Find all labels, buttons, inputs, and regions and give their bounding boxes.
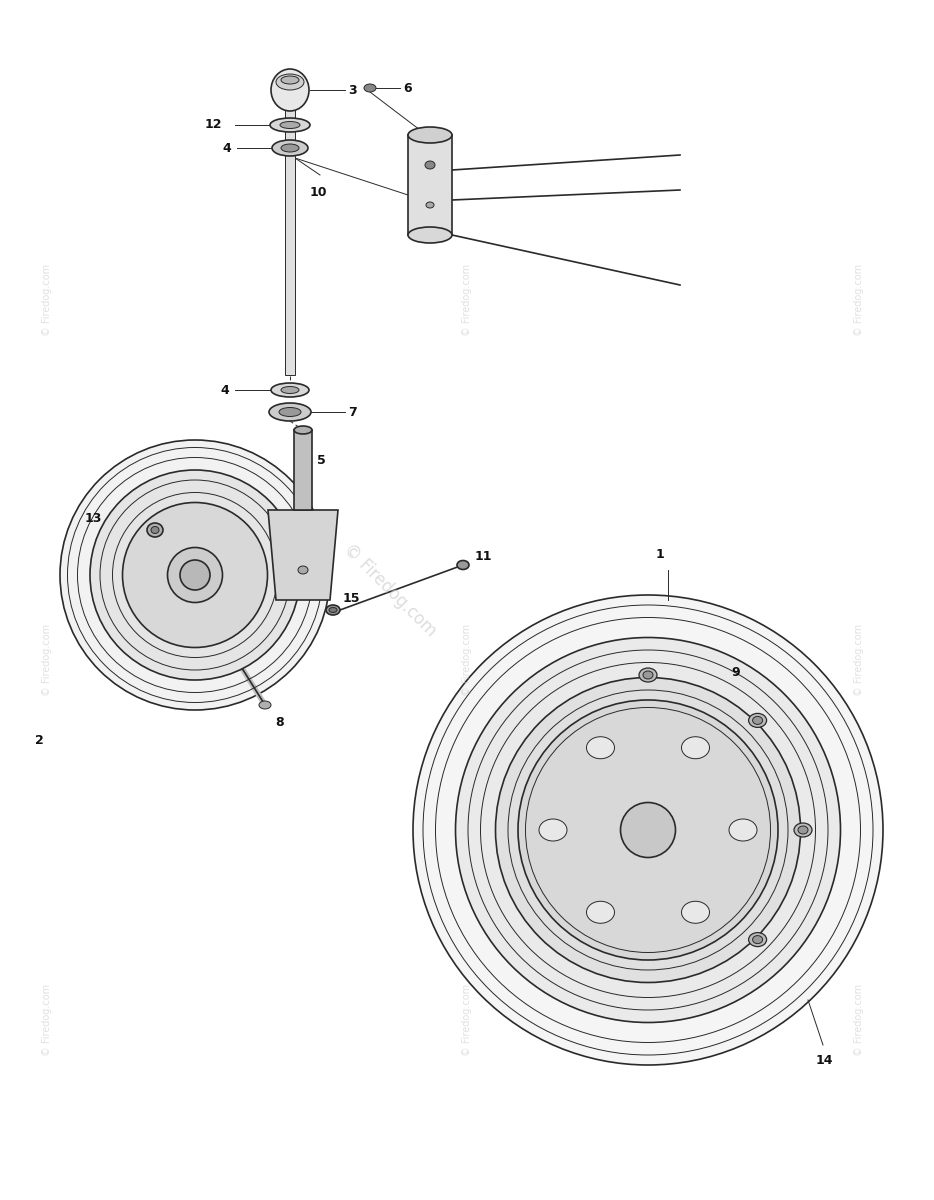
Text: 15: 15: [343, 592, 361, 605]
Text: © Firedog.com: © Firedog.com: [462, 984, 472, 1056]
Text: 10: 10: [310, 186, 328, 198]
Text: 9: 9: [731, 666, 740, 678]
Ellipse shape: [729, 818, 757, 841]
Text: © Firedog.com: © Firedog.com: [855, 624, 864, 696]
Ellipse shape: [298, 566, 308, 574]
Ellipse shape: [259, 701, 271, 709]
Ellipse shape: [151, 527, 159, 534]
Ellipse shape: [364, 84, 376, 92]
Ellipse shape: [456, 637, 841, 1022]
Ellipse shape: [408, 127, 452, 143]
Ellipse shape: [587, 901, 615, 923]
Text: © Firedog.com: © Firedog.com: [462, 624, 472, 696]
Ellipse shape: [147, 523, 163, 538]
Ellipse shape: [496, 678, 800, 983]
Text: 4: 4: [220, 384, 229, 396]
Ellipse shape: [122, 503, 267, 648]
Ellipse shape: [90, 470, 300, 680]
Ellipse shape: [518, 700, 778, 960]
Text: 8: 8: [275, 716, 284, 730]
Ellipse shape: [426, 202, 434, 208]
Text: 1: 1: [656, 548, 665, 562]
Ellipse shape: [798, 826, 808, 834]
Text: 14: 14: [816, 1054, 833, 1067]
Bar: [285, 95, 295, 374]
Ellipse shape: [539, 818, 567, 841]
Ellipse shape: [413, 595, 883, 1066]
Bar: [294, 430, 312, 510]
Ellipse shape: [587, 737, 615, 758]
Ellipse shape: [749, 713, 767, 727]
Ellipse shape: [753, 716, 762, 725]
Ellipse shape: [639, 668, 657, 682]
Ellipse shape: [749, 932, 767, 947]
Ellipse shape: [60, 440, 330, 710]
Ellipse shape: [408, 227, 452, 242]
Ellipse shape: [682, 737, 710, 758]
Text: 11: 11: [475, 551, 492, 564]
Ellipse shape: [620, 803, 675, 858]
Text: 12: 12: [205, 119, 222, 132]
Text: 2: 2: [35, 733, 44, 746]
Ellipse shape: [280, 121, 300, 128]
Ellipse shape: [794, 823, 812, 838]
Ellipse shape: [425, 161, 435, 169]
Ellipse shape: [329, 607, 337, 612]
Ellipse shape: [643, 671, 653, 679]
Text: 13: 13: [85, 511, 103, 524]
Text: © Firedog.com: © Firedog.com: [855, 264, 864, 336]
Text: 5: 5: [317, 454, 326, 467]
Text: © Firedog.com: © Firedog.com: [462, 264, 472, 336]
Ellipse shape: [272, 140, 308, 156]
Ellipse shape: [294, 426, 312, 434]
Ellipse shape: [457, 560, 469, 570]
Text: © Firedog.com: © Firedog.com: [340, 540, 440, 640]
Ellipse shape: [753, 936, 762, 943]
Text: 3: 3: [348, 84, 357, 96]
Ellipse shape: [167, 547, 222, 602]
Text: © Firedog.com: © Firedog.com: [42, 264, 51, 336]
Ellipse shape: [276, 74, 304, 90]
Text: © Firedog.com: © Firedog.com: [855, 984, 864, 1056]
Ellipse shape: [271, 68, 309, 110]
Ellipse shape: [279, 408, 301, 416]
Ellipse shape: [281, 386, 299, 394]
Polygon shape: [268, 510, 338, 600]
Text: 4: 4: [222, 142, 231, 155]
Ellipse shape: [269, 403, 311, 421]
Text: © Firedog.com: © Firedog.com: [42, 984, 51, 1056]
Ellipse shape: [271, 383, 309, 397]
Ellipse shape: [281, 76, 299, 84]
Ellipse shape: [281, 144, 299, 152]
Ellipse shape: [180, 560, 210, 590]
Text: © Firedog.com: © Firedog.com: [42, 624, 51, 696]
Bar: [408, 134, 452, 235]
Ellipse shape: [326, 605, 340, 614]
Text: 7: 7: [348, 406, 357, 419]
Ellipse shape: [270, 118, 310, 132]
Ellipse shape: [682, 901, 710, 923]
Text: 6: 6: [403, 82, 412, 95]
